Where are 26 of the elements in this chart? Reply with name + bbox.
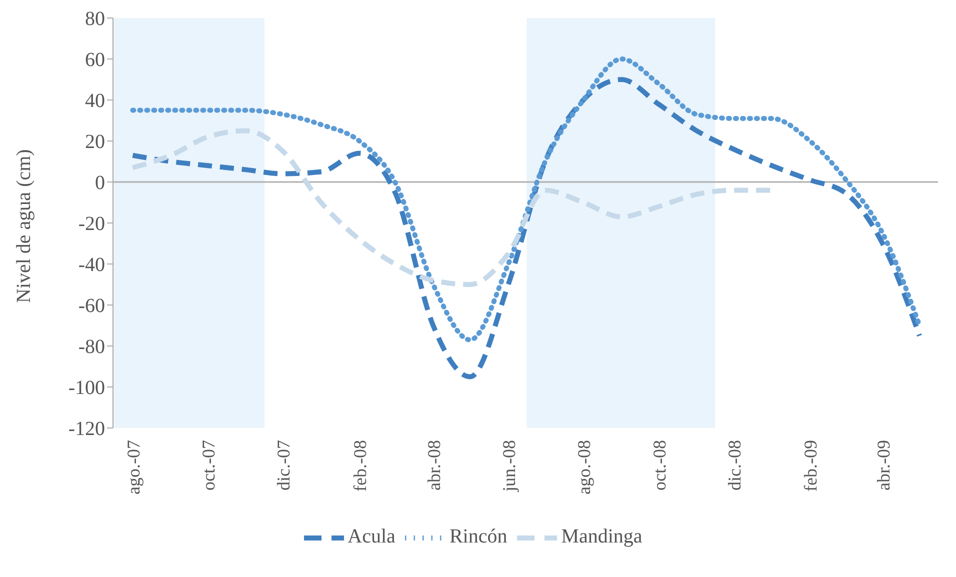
x-tick-label: oct.-08: [649, 440, 670, 490]
legend-label: Acula: [348, 526, 396, 548]
y-tick-label: -100: [68, 377, 105, 400]
y-tick-label: 80: [85, 8, 105, 30]
x-tick-label: feb.-08: [350, 440, 370, 492]
y-tick-label: -120: [68, 418, 105, 440]
x-tick-label: feb.-09: [800, 440, 821, 492]
y-tick-label: 40: [85, 90, 105, 112]
legend-label: Rincón: [449, 526, 508, 548]
y-tick-label: 0: [95, 172, 105, 194]
y-tick-label: 60: [85, 49, 105, 72]
x-tick-label: abr.-08: [424, 440, 444, 490]
y-tick-label: -40: [78, 254, 105, 276]
x-tick-label: ago.-07: [123, 440, 144, 494]
x-tick-label: ago.-08: [574, 440, 594, 494]
y-axis-title: Nivel de agua (cm): [13, 149, 36, 303]
y-tick-label: -60: [78, 295, 105, 318]
x-tick-label: oct.-07: [198, 440, 219, 490]
legend-label: Mandinga: [561, 526, 642, 548]
x-tick-label: dic.-07: [274, 440, 294, 490]
y-tick-label: -20: [78, 213, 105, 236]
y-tick-label: 20: [85, 131, 105, 154]
x-tick-label: abr.-09: [873, 440, 894, 490]
x-tick-label: jun.-08: [499, 440, 520, 492]
y-tick-label: -80: [78, 336, 105, 358]
x-tick-label: dic.-08: [724, 440, 744, 490]
